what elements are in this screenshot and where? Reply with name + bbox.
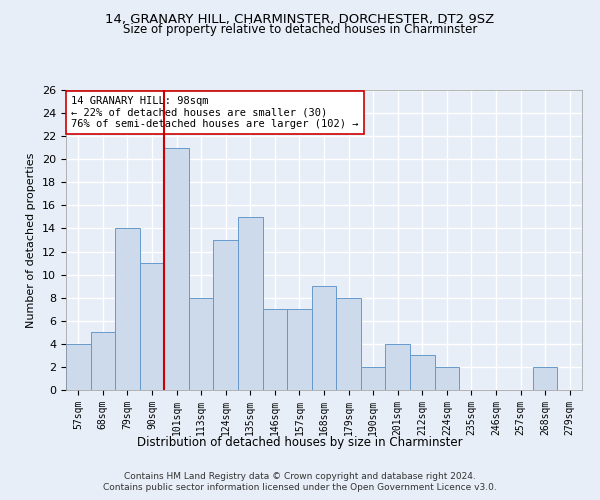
Bar: [164, 148, 189, 390]
Bar: [115, 228, 140, 390]
Bar: [91, 332, 115, 390]
Bar: [434, 367, 459, 390]
Bar: [287, 309, 312, 390]
Bar: [385, 344, 410, 390]
Text: 14, GRANARY HILL, CHARMINSTER, DORCHESTER, DT2 9SZ: 14, GRANARY HILL, CHARMINSTER, DORCHESTE…: [106, 12, 494, 26]
Text: Size of property relative to detached houses in Charminster: Size of property relative to detached ho…: [123, 22, 477, 36]
Bar: [189, 298, 214, 390]
Bar: [214, 240, 238, 390]
Y-axis label: Number of detached properties: Number of detached properties: [26, 152, 37, 328]
Bar: [533, 367, 557, 390]
Bar: [140, 263, 164, 390]
Text: Distribution of detached houses by size in Charminster: Distribution of detached houses by size …: [137, 436, 463, 449]
Bar: [361, 367, 385, 390]
Text: 14 GRANARY HILL: 98sqm
← 22% of detached houses are smaller (30)
76% of semi-det: 14 GRANARY HILL: 98sqm ← 22% of detached…: [71, 96, 359, 129]
Bar: [312, 286, 336, 390]
Bar: [410, 356, 434, 390]
Bar: [263, 309, 287, 390]
Bar: [238, 217, 263, 390]
Text: Contains HM Land Registry data © Crown copyright and database right 2024.
Contai: Contains HM Land Registry data © Crown c…: [103, 472, 497, 492]
Bar: [336, 298, 361, 390]
Bar: [66, 344, 91, 390]
